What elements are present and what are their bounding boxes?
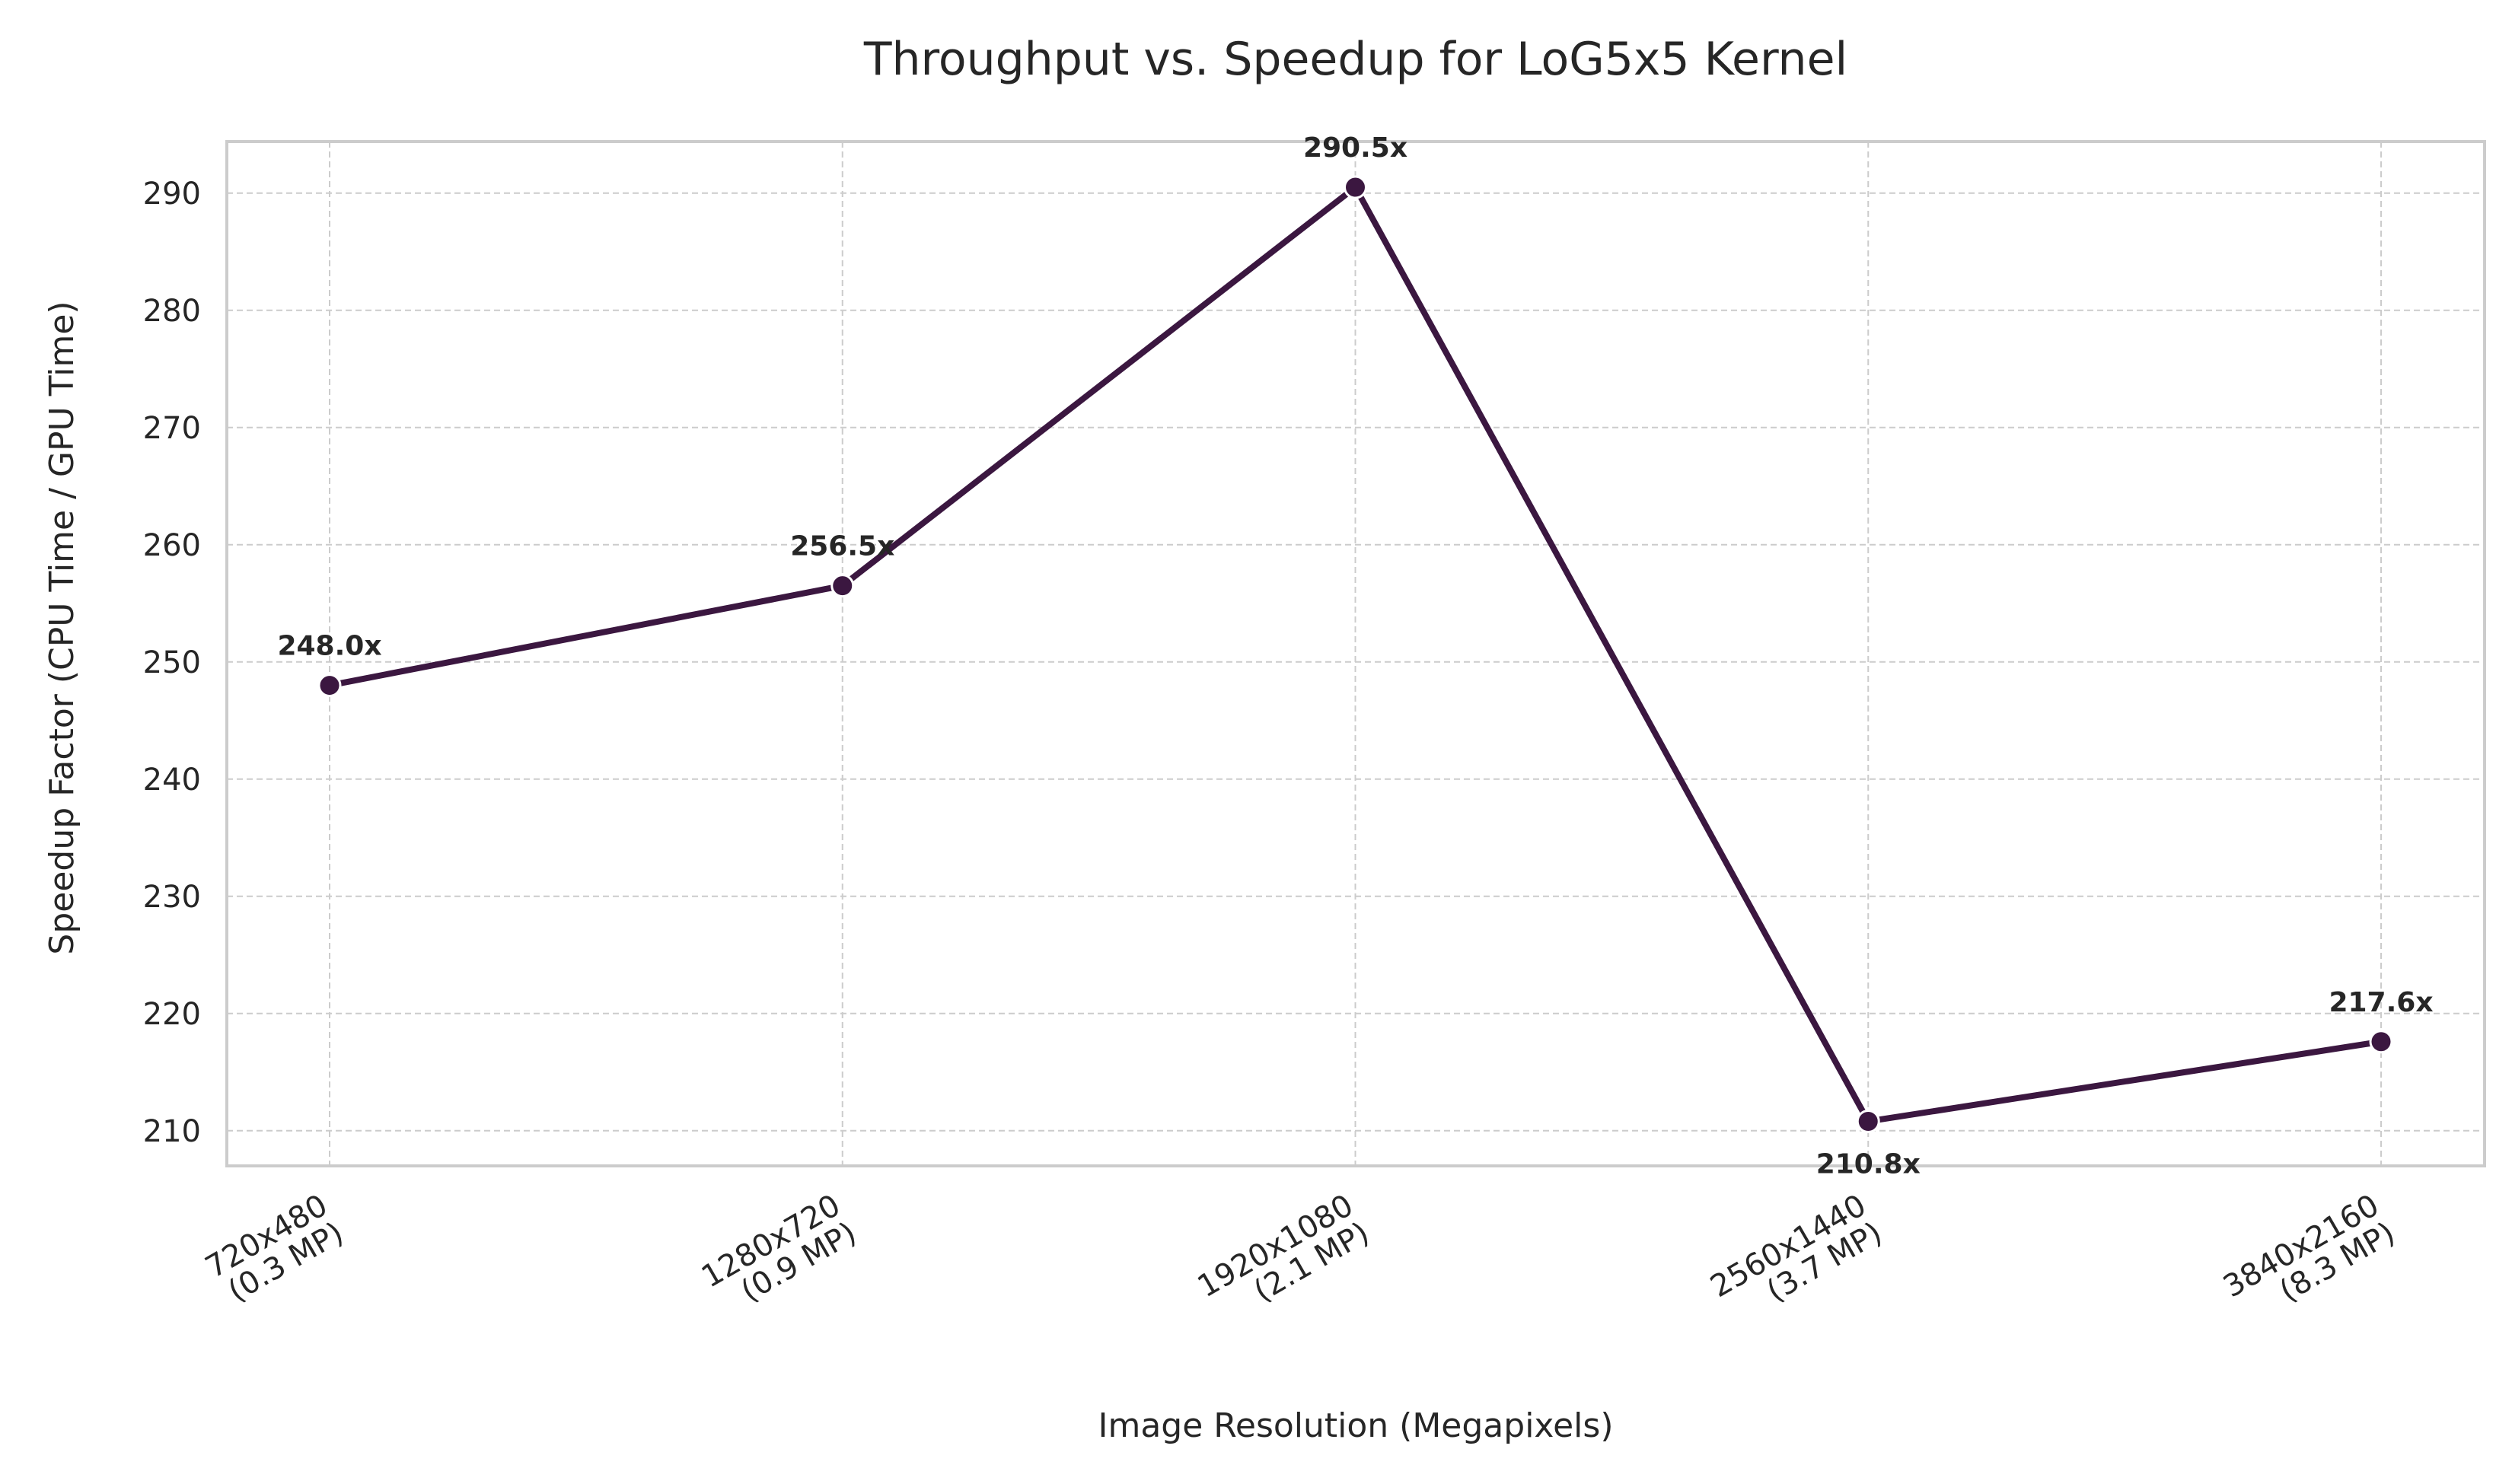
series-layer: [317, 175, 2393, 1133]
data-point: [1856, 1109, 1880, 1133]
x-tick-label: 1280x720(0.9 MP): [696, 1188, 862, 1323]
x-tick-label: 3840x2160(8.3 MP): [2217, 1188, 2401, 1333]
x-tick-label: 720x480(0.3 MP): [199, 1188, 349, 1313]
data-label: 210.8x: [1816, 1148, 1921, 1180]
data-label: 256.5x: [790, 531, 894, 562]
grid: [227, 142, 2485, 1166]
y-axis-ticks: 210 220 230 240 250 260 270 280 290: [143, 177, 201, 1149]
data-point: [1344, 175, 1367, 199]
y-tick-label: 290: [143, 177, 201, 212]
x-axis-label: Image Resolution (Megapixels): [1098, 1406, 1614, 1445]
x-axis-ticks: 720x480(0.3 MP) 1280x720(0.9 MP) 1920x1080…: [199, 1188, 2401, 1333]
data-point: [317, 674, 342, 698]
y-tick-label: 240: [143, 763, 201, 798]
data-point: [830, 574, 855, 598]
series-line: [327, 184, 2384, 1125]
data-label: 290.5x: [1303, 132, 1407, 164]
data-label: 248.0x: [277, 631, 381, 662]
plot-frame: [225, 140, 2486, 1167]
chart-title: Throughput vs. Speedup for LoG5x5 Kernel: [863, 33, 1847, 86]
y-tick-label: 220: [143, 997, 201, 1032]
data-labels: 248.0x 256.5x 290.5x 210.8x 217.6x: [277, 132, 2433, 1180]
y-tick-label: 210: [143, 1114, 201, 1149]
y-tick-label: 260: [143, 528, 201, 563]
y-tick-label: 280: [143, 294, 201, 329]
x-tick-label: 2560x1440(3.7 MP): [1704, 1188, 1888, 1333]
y-tick-label: 230: [143, 880, 201, 915]
x-tick-label: 1920x1080(2.1 MP): [1192, 1188, 1376, 1333]
y-axis-label: Speedup Factor (CPU Time / GPU Time): [43, 301, 81, 954]
y-tick-label: 250: [143, 645, 201, 680]
y-tick-label: 270: [143, 411, 201, 446]
data-label: 217.6x: [2329, 987, 2433, 1018]
data-point: [2369, 1030, 2393, 1054]
